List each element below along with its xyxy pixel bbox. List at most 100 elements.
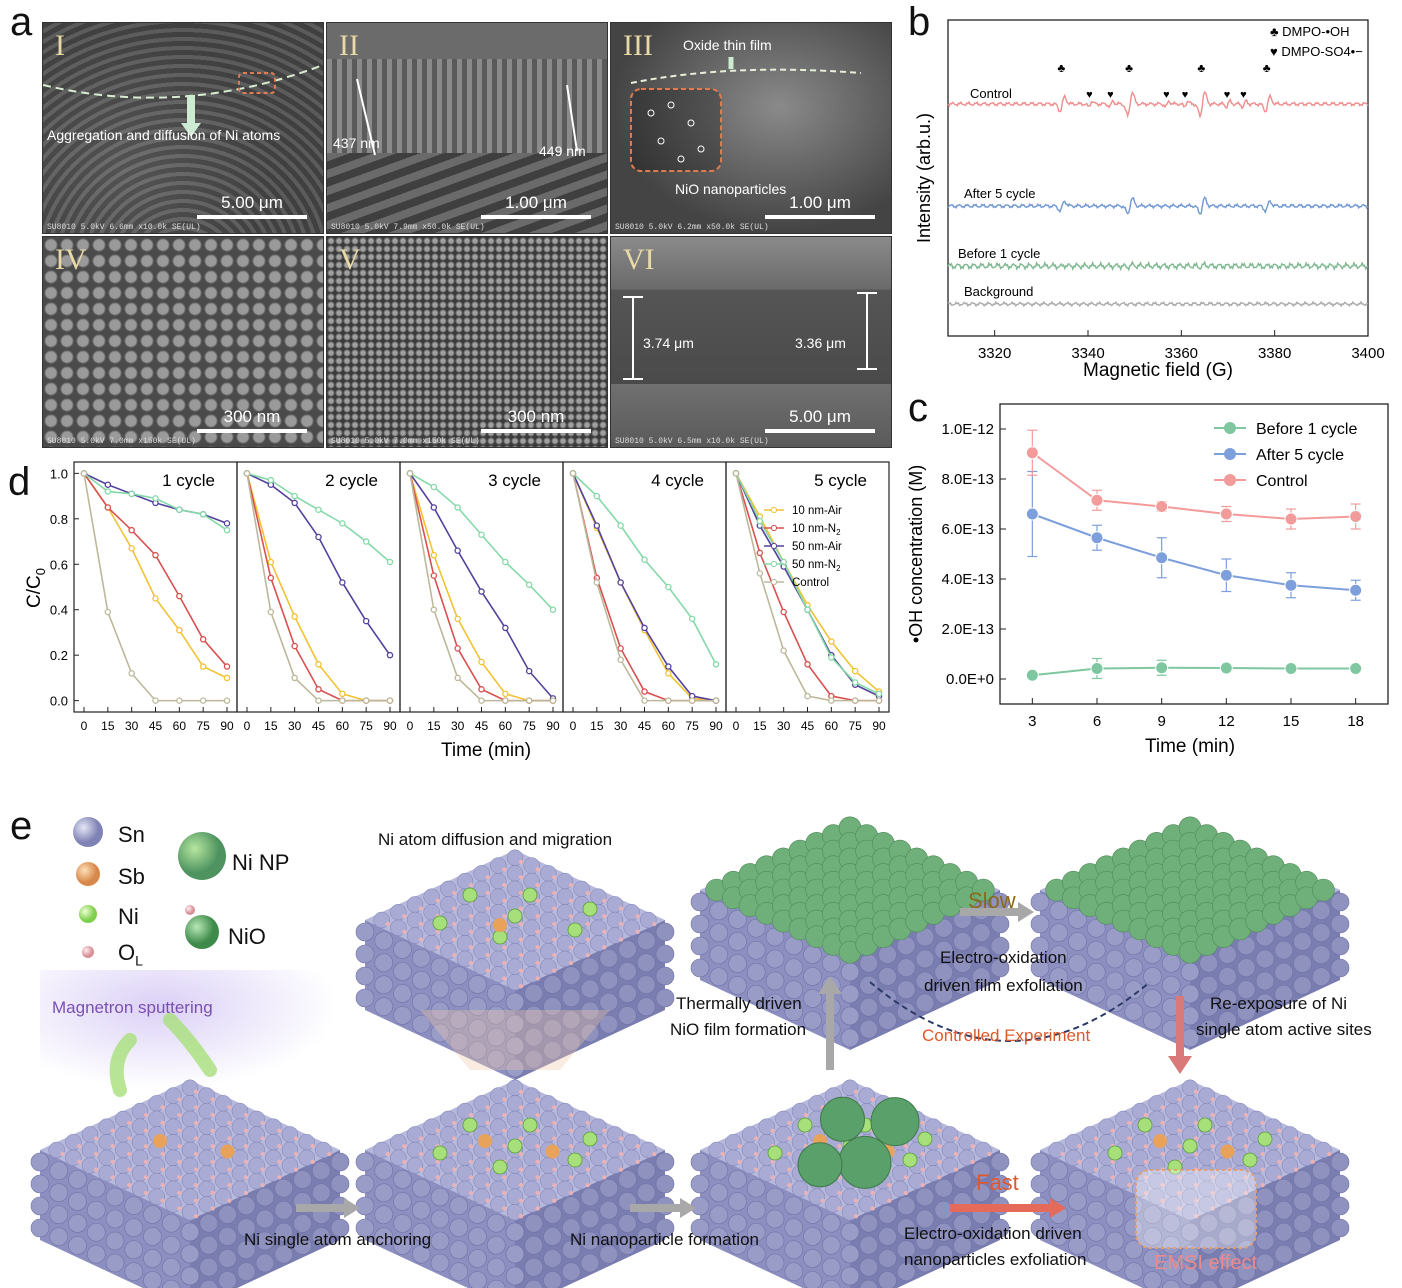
o-atom [1143,1144,1149,1149]
sn-atom [1311,1161,1331,1181]
sn-atom [30,1218,50,1238]
sn-atom [580,1023,600,1043]
sn-atom [1143,945,1162,964]
o-atom [485,1167,490,1172]
deg-x-tick-label: 30 [451,719,465,733]
o-atom [787,1151,792,1157]
sn-atom [765,1231,785,1251]
sn-atom [1180,1244,1200,1264]
sn-atom [355,1174,375,1194]
ni-atom [1257,1131,1273,1147]
o-atom [177,1190,182,1196]
oh-y-tick-label: 1.0E-12 [941,421,994,438]
deg-x-tick-label: 45 [149,719,163,733]
sn-atom [430,1253,450,1273]
sem-tile-3: III Oxide thin film NiO nanoparticles 1.… [610,22,892,234]
epr-legend-oh: ♣ DMPO-•OH [1270,24,1350,39]
sn-atom [1105,1253,1125,1273]
atom-slab [1030,816,1350,1050]
deg-x-tick-label: 30 [288,719,302,733]
sn-atom [765,971,785,991]
o-atom [1210,1190,1215,1196]
oh-legend-label: Control [1256,473,1308,490]
o-atom [1193,1214,1199,1219]
o-atom [418,906,424,911]
deg-point [454,547,461,554]
o-atom [887,1182,892,1188]
o-atom [1193,1136,1199,1141]
o-atom [160,1105,165,1110]
o-atom [485,1120,490,1126]
sn-atom [709,1161,729,1181]
sn-atom [330,1174,350,1194]
sn-atom [746,1200,766,1220]
deg-x-tick-label: 60 [336,719,350,733]
o-atom [552,921,557,927]
ni-atom [1182,1138,1198,1154]
o-atom [552,906,557,911]
o-atom [837,1144,842,1149]
sn-atom [505,1014,525,1034]
o-atom [452,921,457,927]
sn-atom [784,980,804,1000]
tile-2-roman: II [339,29,359,62]
club-marker: ♣ [1125,61,1133,75]
o-atom [552,1136,557,1141]
o-atom [1210,1144,1215,1149]
sn-atom [953,932,972,951]
sb-atom [1220,1144,1235,1159]
fast-label: Fast [976,1170,1019,1195]
ni-atom [582,901,598,917]
deg-x-tick-label: 45 [801,719,815,733]
o-atom [585,890,590,896]
sn-atom [1030,936,1050,956]
sn-atom [1030,1152,1050,1172]
tile-2-scale: 1.00 μm [481,193,591,219]
sn-atom [618,984,637,1003]
deg-point [223,674,231,682]
o-atom [260,1136,265,1141]
o-atom [837,1190,842,1196]
sn-atom [1330,936,1350,956]
sn-atom [803,1011,822,1030]
sn-atom [1105,949,1125,969]
o-atom [853,1089,859,1094]
deg-point [502,558,509,566]
oh-point [1025,668,1039,682]
o-atom [870,1190,875,1196]
sn-atom [1274,1178,1294,1198]
sn-atom [505,1266,525,1286]
sn-atom [1293,910,1312,929]
o-atom [502,1112,507,1118]
atom-legend [73,817,226,958]
sn-atom [784,1002,804,1022]
sn-atom [68,1214,87,1233]
sn-atom [1124,1240,1144,1260]
club-marker: ♣ [1057,61,1065,75]
sn-atom [30,1196,50,1216]
nio-atom [972,878,995,902]
o-atom [277,1144,282,1149]
sn-atom [709,967,729,987]
heart-marker: ♥ [1163,89,1170,101]
o-atom [618,1151,624,1157]
sn-atom [1255,993,1275,1013]
arrow-np-formation-head [680,1198,696,1218]
sn-atom [915,1209,935,1229]
sn-atom [618,1170,637,1189]
o-atom [1093,1151,1099,1157]
deg-x-tick-label: 45 [312,719,326,733]
o-atom [937,1144,942,1149]
sn-atom [803,945,822,964]
o-atom [1210,1175,1215,1180]
o-atom [770,1175,775,1180]
sn-atom [411,1244,431,1264]
o-atom [468,1112,474,1118]
deg-x-tick-label: 60 [662,719,676,733]
epr-series-1 [947,196,1369,215]
epr-series-group [947,90,1369,308]
sn-atom [728,1236,747,1255]
deg-point [339,579,346,586]
sn-atom [580,957,600,977]
sn-atom [468,1019,487,1038]
